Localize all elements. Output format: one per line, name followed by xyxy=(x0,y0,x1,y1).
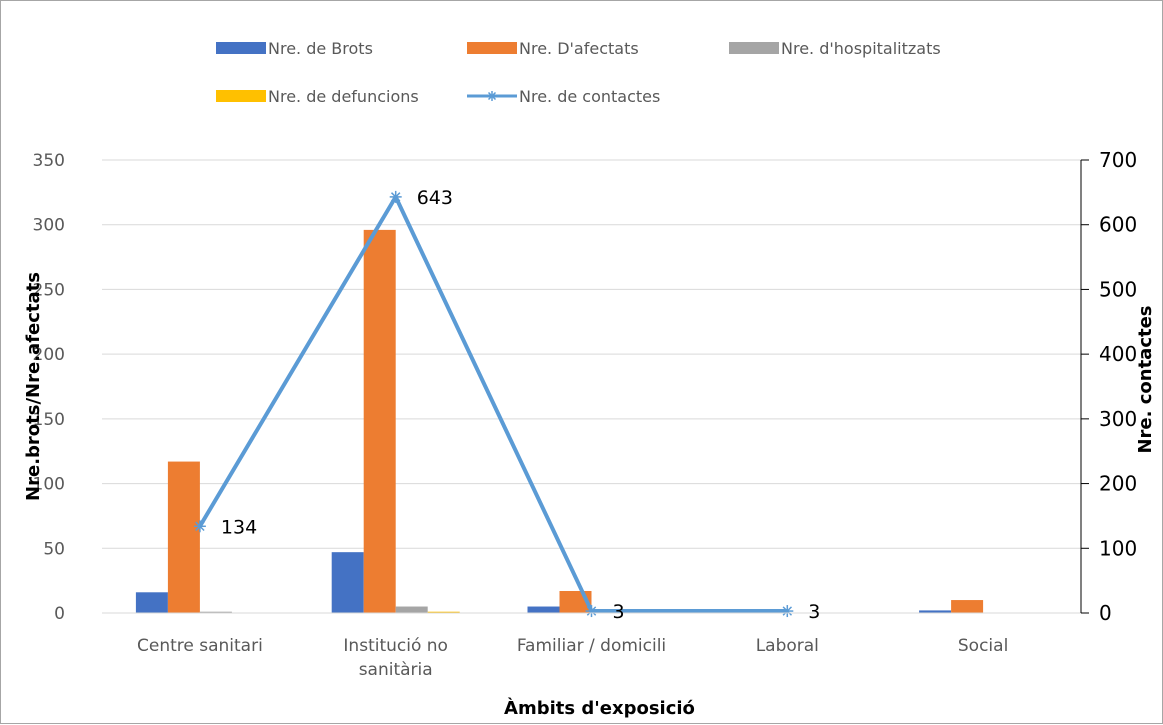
marker-stroke xyxy=(390,192,401,202)
x-tick-label: Centre sanitari xyxy=(137,636,263,656)
y2-tick-label: 600 xyxy=(1099,213,1137,237)
line-marker xyxy=(585,605,598,618)
x-tick-label: Laboral xyxy=(756,636,819,656)
bar xyxy=(199,611,232,613)
y2-tick-label: 200 xyxy=(1099,472,1137,496)
line-marker xyxy=(389,190,402,203)
bar xyxy=(395,606,428,613)
y2-axis-title: Nre. contactes xyxy=(1135,305,1156,453)
y-tick-label: 150 xyxy=(33,410,65,430)
data-label: 3 xyxy=(808,601,820,623)
marker-stroke xyxy=(586,606,597,616)
legend: Nre. de Brots Nre. D'afectats Nre. d'hospi… xyxy=(216,39,941,106)
legend-swatch xyxy=(729,42,779,54)
bar xyxy=(527,606,560,613)
y2-tick-label: 700 xyxy=(1099,148,1137,172)
y-tick-label: 250 xyxy=(33,280,65,300)
x-tick-label: Social xyxy=(958,636,1008,656)
bar xyxy=(951,600,984,613)
x-tick-label: Institució no xyxy=(343,636,448,656)
bar xyxy=(331,552,364,613)
y2-tick-label: 400 xyxy=(1099,342,1137,366)
y-tick-label: 300 xyxy=(33,216,65,236)
x-axis-title: Àmbits d'exposició xyxy=(504,697,695,719)
gridlines xyxy=(102,159,1081,549)
y2-tick-label: 300 xyxy=(1099,407,1137,431)
bar xyxy=(919,610,952,613)
y-tick-label: 100 xyxy=(33,475,65,495)
data-label: 134 xyxy=(221,516,257,538)
bars xyxy=(135,229,984,614)
y-tick-label: 50 xyxy=(43,539,65,559)
y2-tick-label: 0 xyxy=(1099,601,1112,625)
legend-label: Nre. de Brots xyxy=(268,39,373,58)
line-marker xyxy=(781,605,794,618)
marker-stroke xyxy=(195,521,205,532)
y-tick-label: 0 xyxy=(54,604,65,624)
y2-tick-label: 100 xyxy=(1099,536,1137,560)
bar xyxy=(427,611,460,613)
data-label: 643 xyxy=(417,187,453,209)
legend-label: Nre. D'afectats xyxy=(519,39,639,58)
legend-swatch xyxy=(467,42,517,54)
y-tick-label: 350 xyxy=(33,151,65,171)
bar xyxy=(363,229,396,614)
legend-swatch xyxy=(216,90,266,102)
bar xyxy=(135,592,168,613)
legend-label: Nre. de defuncions xyxy=(268,87,419,106)
y-tick-label: 200 xyxy=(33,345,65,365)
x-tick-label: Familiar / domicili xyxy=(517,636,666,656)
line-marker xyxy=(193,520,206,533)
labels: 134 643 3 3 xyxy=(221,187,820,623)
y2-tick-label: 500 xyxy=(1099,277,1137,301)
x-tick-label: sanitària xyxy=(359,660,433,680)
line-series xyxy=(193,190,794,618)
y-axis-title: Nre.brots/Nre.afectats xyxy=(23,272,44,501)
series-line xyxy=(198,194,788,614)
axes: 0 0 50 100 100 200 150 300 200 400 250 500 300 600 350… xyxy=(33,148,1138,680)
data-label: 3 xyxy=(613,601,625,623)
legend-marker xyxy=(487,91,497,101)
legend-swatch xyxy=(216,42,266,54)
marker-stroke xyxy=(782,606,793,616)
legend-label: Nre. d'hospitalitzats xyxy=(781,39,941,58)
legend-label: Nre. de contactes xyxy=(519,87,660,106)
bar xyxy=(167,461,200,613)
